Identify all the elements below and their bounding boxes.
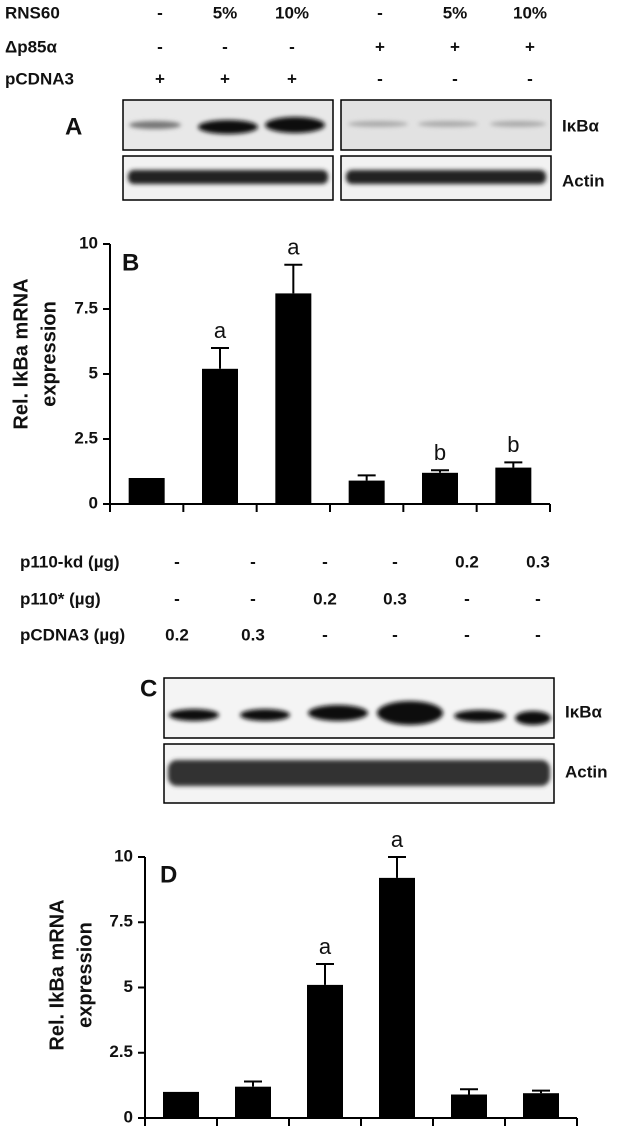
condition-label: p110-kd (µg) bbox=[20, 552, 120, 571]
condition-value: - bbox=[392, 625, 398, 644]
error-bar bbox=[431, 469, 449, 473]
condition-label: pCDNA3 bbox=[5, 69, 74, 88]
panel-label: B bbox=[122, 249, 139, 276]
panel-label: C bbox=[140, 675, 157, 702]
condition-value: 5% bbox=[443, 3, 468, 22]
significance-label: b bbox=[507, 432, 519, 457]
condition-value: 0.3 bbox=[383, 589, 407, 608]
condition-value: 0.3 bbox=[241, 625, 265, 644]
condition-value: + bbox=[220, 69, 230, 88]
blot-label: IκBα bbox=[562, 116, 599, 135]
condition-value: - bbox=[535, 625, 541, 644]
condition-value: - bbox=[250, 589, 256, 608]
condition-label: Δp85α bbox=[5, 37, 58, 56]
bar bbox=[422, 472, 458, 504]
error-bar bbox=[284, 263, 303, 294]
condition-value: + bbox=[155, 69, 165, 88]
error-bar bbox=[211, 347, 229, 369]
condition-value: - bbox=[392, 552, 398, 571]
blot-label: Actin bbox=[565, 762, 608, 781]
y-tick-label: 2.5 bbox=[109, 1042, 133, 1061]
condition-label: p110* (µg) bbox=[20, 589, 101, 608]
significance-label: a bbox=[214, 318, 227, 343]
blot-bands bbox=[129, 117, 546, 134]
blot-label: IκBα bbox=[565, 702, 602, 721]
y-tick-label: 2.5 bbox=[74, 428, 98, 447]
condition-value: - bbox=[464, 589, 470, 608]
condition-label: pCDNA3 (µg) bbox=[20, 625, 125, 644]
condition-value: 5% bbox=[213, 3, 238, 22]
y-tick-label: 7.5 bbox=[74, 298, 98, 317]
condition-value: 0.2 bbox=[455, 552, 479, 571]
panel-label: D bbox=[160, 861, 177, 888]
bar bbox=[307, 984, 343, 1118]
significance-label: a bbox=[319, 934, 332, 959]
condition-value: - bbox=[535, 589, 541, 608]
bar bbox=[451, 1094, 487, 1118]
bar bbox=[495, 467, 532, 504]
error-bar bbox=[504, 461, 523, 468]
y-tick-label: 7.5 bbox=[109, 912, 133, 931]
bar bbox=[348, 480, 385, 504]
condition-value: - bbox=[157, 3, 163, 22]
condition-value: - bbox=[174, 589, 180, 608]
bar bbox=[163, 1091, 199, 1118]
condition-value: - bbox=[174, 552, 180, 571]
condition-value: - bbox=[377, 69, 383, 88]
y-tick-label: 10 bbox=[114, 846, 133, 865]
y-axis-label: expression bbox=[38, 301, 60, 407]
bar bbox=[202, 368, 238, 504]
significance-label: a bbox=[287, 235, 300, 260]
blot-bands bbox=[168, 760, 550, 786]
condition-value: - bbox=[377, 3, 383, 22]
bar bbox=[235, 1086, 271, 1118]
condition-value: 10% bbox=[513, 3, 547, 22]
panel-label: A bbox=[65, 113, 82, 140]
error-bar bbox=[357, 474, 376, 481]
condition-label: RNS60 bbox=[5, 3, 60, 22]
condition-value: - bbox=[322, 625, 328, 644]
y-axis-label: Rel. IkBa mRNA bbox=[10, 278, 32, 429]
blot-bands bbox=[128, 170, 546, 184]
y-tick-label: 5 bbox=[124, 977, 133, 996]
significance-label: a bbox=[391, 827, 404, 852]
condition-value: 10% bbox=[275, 3, 309, 22]
condition-value: - bbox=[289, 37, 295, 56]
condition-value: - bbox=[322, 552, 328, 571]
error-bar bbox=[388, 856, 406, 878]
bar bbox=[523, 1093, 559, 1118]
y-axis-label: Rel. IkBa mRNA bbox=[46, 899, 68, 1050]
y-tick-label: 5 bbox=[89, 363, 98, 382]
blot-label: Actin bbox=[562, 171, 605, 190]
bar bbox=[379, 877, 415, 1118]
y-axis-label: expression bbox=[74, 922, 96, 1028]
condition-value: - bbox=[157, 37, 163, 56]
condition-value: + bbox=[525, 37, 535, 56]
condition-value: - bbox=[464, 625, 470, 644]
condition-value: + bbox=[375, 37, 385, 56]
condition-value: - bbox=[250, 552, 256, 571]
condition-value: - bbox=[452, 69, 458, 88]
condition-value: - bbox=[527, 69, 533, 88]
error-bar bbox=[316, 963, 334, 985]
bar bbox=[128, 478, 165, 504]
condition-value: 0.2 bbox=[313, 589, 337, 608]
condition-value: + bbox=[450, 37, 460, 56]
condition-value: + bbox=[287, 69, 297, 88]
y-tick-label: 0 bbox=[124, 1107, 133, 1126]
condition-value: 0.3 bbox=[526, 552, 550, 571]
error-bar bbox=[532, 1089, 550, 1094]
bar bbox=[275, 293, 312, 504]
error-bar bbox=[244, 1080, 262, 1087]
condition-value: - bbox=[222, 37, 228, 56]
significance-label: b bbox=[434, 440, 446, 465]
condition-value: 0.2 bbox=[165, 625, 189, 644]
blot-bands bbox=[169, 701, 551, 725]
error-bar bbox=[460, 1088, 478, 1095]
y-tick-label: 0 bbox=[89, 493, 98, 512]
y-tick-label: 10 bbox=[79, 233, 98, 252]
